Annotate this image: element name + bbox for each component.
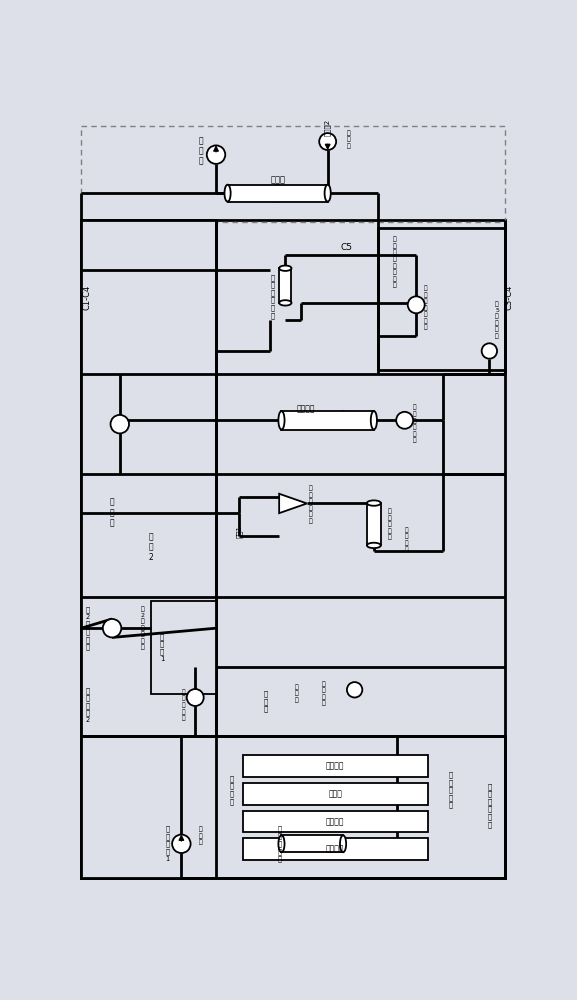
Text: 以
过
生
催
2: 以 过 生 催 2 xyxy=(85,687,89,723)
Text: 下
燃
气: 下 燃 气 xyxy=(198,136,203,166)
Bar xyxy=(282,835,343,852)
Text: 甲
醇
进
料
泵: 甲 醇 进 料 泵 xyxy=(182,689,185,721)
Bar xyxy=(378,228,505,370)
Text: 移
动
床
反
应
器: 移 动 床 反 应 器 xyxy=(487,783,492,828)
Text: 第
2
换
热
反
应
区: 第 2 换 热 反 应 区 xyxy=(141,606,145,650)
Circle shape xyxy=(408,296,425,313)
Circle shape xyxy=(482,343,497,359)
Ellipse shape xyxy=(279,266,291,271)
Text: 冷
凝
水: 冷 凝 水 xyxy=(295,684,299,703)
Text: 脱
戊
烷
回
流
泵: 脱 戊 烷 回 流 泵 xyxy=(413,405,416,443)
Text: 区
聚
罐: 区 聚 罐 xyxy=(198,827,202,845)
Text: 反
应
物
1: 反 应 物 1 xyxy=(160,633,164,662)
Text: 甲
醇
泵
第
1: 甲 醇 泵 第 1 xyxy=(166,826,170,862)
Bar xyxy=(243,811,428,832)
Text: 脱
戊
烷
回
流
罐: 脱 戊 烷 回 流 罐 xyxy=(270,274,274,319)
Ellipse shape xyxy=(367,543,381,548)
Text: 催
化
剂
再
生: 催 化 剂 再 生 xyxy=(449,771,453,808)
Text: 气
体
分
液
罐: 气 体 分 液 罐 xyxy=(388,508,391,540)
Text: C3-C4: C3-C4 xyxy=(504,284,513,310)
Text: 液
相
组
分: 液 相 组 分 xyxy=(404,527,408,552)
Text: 三
相
分: 三 相 分 xyxy=(264,690,268,712)
Text: 气
泵
2: 气 泵 2 xyxy=(148,532,153,562)
Bar xyxy=(227,185,328,202)
Bar xyxy=(243,838,428,860)
Text: 甲醇泵2: 甲醇泵2 xyxy=(324,119,331,136)
Text: 提升气泵: 提升气泵 xyxy=(326,817,344,826)
Bar xyxy=(367,503,381,545)
Ellipse shape xyxy=(278,835,284,852)
Bar xyxy=(279,268,291,303)
Text: 燃
烧
反
应: 燃 烧 反 应 xyxy=(230,775,234,805)
Bar xyxy=(243,783,428,805)
Circle shape xyxy=(319,133,336,150)
Circle shape xyxy=(111,415,129,433)
Bar xyxy=(81,126,505,222)
Text: 共直烧础: 共直烧础 xyxy=(326,845,344,854)
Ellipse shape xyxy=(367,500,381,506)
Bar xyxy=(282,411,374,430)
Circle shape xyxy=(396,412,413,429)
Circle shape xyxy=(187,689,204,706)
Text: C5: C5 xyxy=(341,243,353,252)
Text: 气相1: 气相1 xyxy=(236,525,242,538)
Circle shape xyxy=(347,682,362,698)
Bar xyxy=(151,601,216,694)
Circle shape xyxy=(103,619,121,637)
Circle shape xyxy=(207,145,225,164)
Text: 脱
戊
烷
顶
回
流
泵: 脱 戊 烷 顶 回 流 泵 xyxy=(424,286,428,330)
Text: C1-C4: C1-C4 xyxy=(83,284,92,310)
Text: 提升气泵: 提升气泵 xyxy=(326,762,344,771)
Bar xyxy=(216,736,505,878)
Ellipse shape xyxy=(224,185,231,202)
Ellipse shape xyxy=(278,411,284,430)
Polygon shape xyxy=(279,494,307,513)
Bar xyxy=(243,755,428,777)
Bar xyxy=(81,736,505,878)
Text: 第
2
换
热
单
元: 第 2 换 热 单 元 xyxy=(85,606,89,650)
Bar xyxy=(81,220,505,878)
Ellipse shape xyxy=(325,185,331,202)
Text: 接触罐: 接触罐 xyxy=(328,789,342,798)
Circle shape xyxy=(172,835,190,853)
Text: 第
5
换
热
单
元: 第 5 换 热 单 元 xyxy=(495,301,499,339)
Text: 循
环
气: 循 环 气 xyxy=(110,498,114,528)
Text: 脱戊烷塔: 脱戊烷塔 xyxy=(297,404,316,413)
Text: 甲
醇
预
热
器: 甲 醇 预 热 器 xyxy=(278,825,282,862)
Text: 脱
水
装
置: 脱 水 装 置 xyxy=(322,681,325,706)
Bar xyxy=(81,220,216,878)
Text: 区
聚
罐: 区 聚 罐 xyxy=(347,130,351,149)
Ellipse shape xyxy=(279,300,291,306)
Text: 气
体
压
缩
机
组: 气 体 压 缩 机 组 xyxy=(309,486,312,524)
Ellipse shape xyxy=(340,835,346,852)
Ellipse shape xyxy=(371,411,377,430)
Text: 换热器: 换热器 xyxy=(270,176,285,185)
Text: 脱
戊
烷
顶
回
流
系
统: 脱 戊 烷 顶 回 流 系 统 xyxy=(393,237,397,288)
